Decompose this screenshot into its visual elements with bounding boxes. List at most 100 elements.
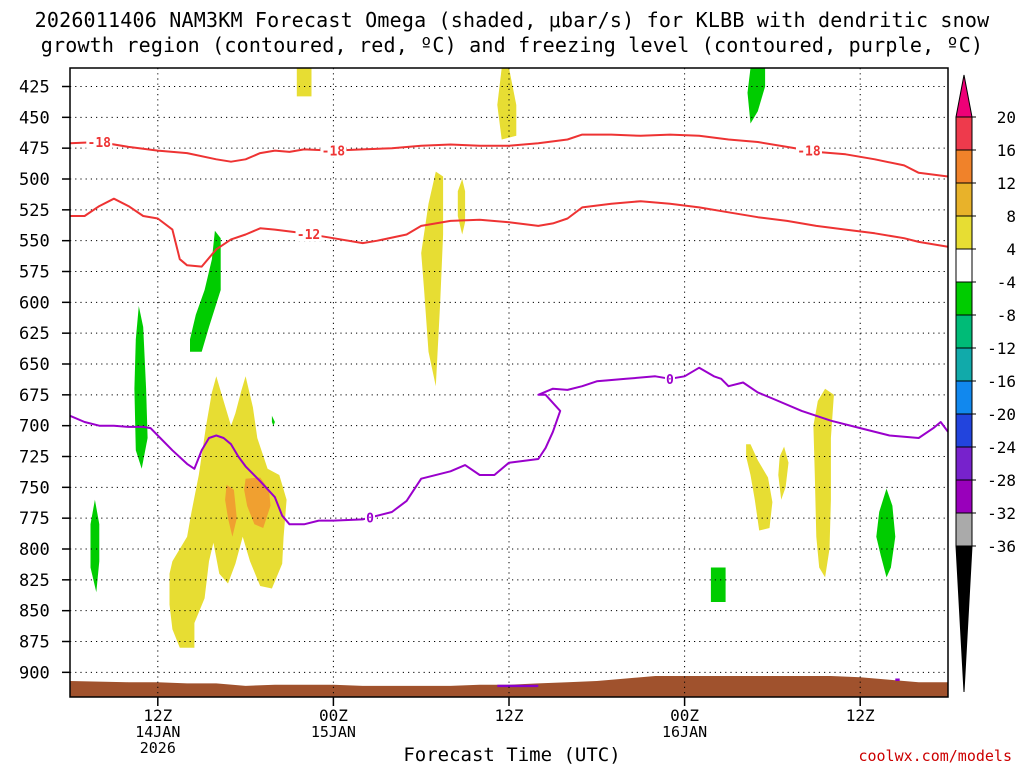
y-tick-label: 800 [19, 540, 50, 560]
omega-patch-purple [497, 684, 539, 688]
y-tick-label: 425 [19, 78, 50, 98]
omega-shaded-region [876, 488, 896, 578]
omega-shaded-region [778, 446, 789, 500]
colorbar-segment [955, 182, 973, 217]
colorbar-label: -8 [997, 306, 1016, 325]
colorbar-segment [955, 347, 973, 382]
contour-label: 0 [666, 373, 674, 388]
y-tick-label: 750 [19, 478, 50, 498]
x-axis-label: Forecast Time (UTC) [403, 744, 621, 766]
x-tick-label: 00Z [670, 706, 699, 725]
contour-label: 0 [366, 512, 374, 527]
colorbar-label: -20 [987, 405, 1016, 424]
colorbar-segment [955, 479, 973, 514]
colorbar-label: -12 [987, 339, 1016, 358]
colorbar-label: -28 [987, 471, 1016, 490]
contour-label-bg [295, 227, 322, 242]
omega-shaded-region [90, 499, 100, 593]
omega-patch-purple [895, 678, 900, 681]
omega-shaded-region [225, 484, 237, 537]
colorbar-label: -32 [987, 504, 1016, 523]
y-tick-label: 525 [19, 201, 50, 221]
plot-content: -18 -18 -18 -12 0 0 [70, 68, 948, 697]
colorbar-label: -36 [987, 537, 1016, 556]
omega-shaded-region [457, 179, 466, 235]
contour-label: -18 [797, 145, 821, 160]
x-tick-date-label: 15JAN [311, 723, 356, 741]
omega-shaded-region [296, 68, 312, 97]
colorbar-segment [955, 413, 973, 448]
y-tick-label: 675 [19, 386, 50, 406]
omega-shaded-region [244, 477, 271, 528]
colorbar-segment [955, 380, 973, 415]
omega-shaded-region [747, 68, 766, 124]
colorbar-segment [955, 314, 973, 349]
colorbar-label: -24 [987, 438, 1016, 457]
contour-line [70, 366, 948, 526]
colorbar-segment [955, 281, 973, 316]
contour-label-bg [320, 143, 347, 158]
contour-label-bg [86, 135, 113, 149]
contour-label-bg [364, 510, 375, 525]
credit-text: coolwx.com/models [858, 747, 1012, 765]
x-tick-date-label: 14JAN [135, 723, 180, 741]
omega-shaded-region [746, 444, 773, 531]
omega-shaded-region [421, 171, 444, 387]
contour-line [70, 197, 948, 268]
y-tick-label: 775 [19, 509, 50, 529]
colorbar-segment [955, 248, 973, 283]
contour-label: -12 [297, 228, 320, 243]
colorbar-label: 12 [997, 174, 1016, 193]
colorbar: 20 16 12 8 4 -4 -8 -12 -16 -20 -24 -28 -32 -36 [955, 74, 1016, 693]
x-tick-year-label: 2026 [140, 739, 176, 757]
omega-shaded-region [271, 415, 275, 426]
contour-label-bg [664, 371, 675, 386]
y-tick-label: 600 [19, 293, 50, 313]
colorbar-segment [955, 116, 973, 151]
colorbar-label: -16 [987, 372, 1016, 391]
colorbar-label: 16 [997, 141, 1016, 160]
colorbar-segment [955, 446, 973, 481]
x-tick-label: 12Z [846, 706, 875, 725]
y-tick-label: 700 [19, 417, 50, 437]
y-tick-label: 650 [19, 355, 50, 375]
y-tick-label: 450 [19, 108, 50, 128]
y-tick-label: 875 [19, 633, 50, 653]
colorbar-label: -4 [997, 273, 1016, 292]
colorbar-segment [955, 512, 973, 547]
y-tick-label: 850 [19, 602, 50, 622]
contour-label: -18 [88, 136, 112, 151]
omega-shaded-region [190, 230, 221, 352]
y-tick-label: 575 [19, 263, 50, 283]
colorbar-segment [955, 215, 973, 250]
y-tick-label: 550 [19, 232, 50, 252]
contour-label: -18 [322, 145, 346, 160]
omega-shaded-region [134, 306, 148, 469]
omega-shaded-region [813, 388, 834, 578]
x-tick-label: 00Z [319, 706, 348, 725]
colorbar-segment [955, 149, 973, 184]
chart-title-line-2: growth region (contoured, red, ºC) and f… [40, 33, 984, 57]
colorbar-label: 4 [1006, 240, 1016, 259]
colorbar-bottom-cap [955, 545, 973, 693]
colorbar-label: 20 [997, 108, 1016, 127]
x-tick-date-label: 16JAN [662, 723, 707, 741]
y-tick-label: 900 [19, 663, 50, 683]
y-tick-label: 825 [19, 571, 50, 591]
y-tick-label: 625 [19, 324, 50, 344]
y-tick-label: 500 [19, 170, 50, 190]
y-tick-label: 725 [19, 448, 50, 468]
colorbar-top-cap [955, 74, 973, 118]
y-tick-label: 475 [19, 139, 50, 159]
omega-shaded-region [710, 567, 726, 602]
colorbar-label: 8 [1006, 207, 1016, 226]
plot-area: -18 -18 -18 -12 0 0 [69, 67, 949, 698]
y-axis: 425 450 475 500 525 550 575 600 625 650 675 700 725 7… [19, 78, 70, 683]
x-tick-label: 12Z [495, 706, 524, 725]
omega-shaded-region [497, 68, 517, 140]
x-tick-label: 12Z [143, 706, 172, 725]
chart-title-line-1: 2026011406 NAM3KM Forecast Omega (shaded… [34, 8, 990, 32]
contour-label-bg [795, 143, 822, 158]
